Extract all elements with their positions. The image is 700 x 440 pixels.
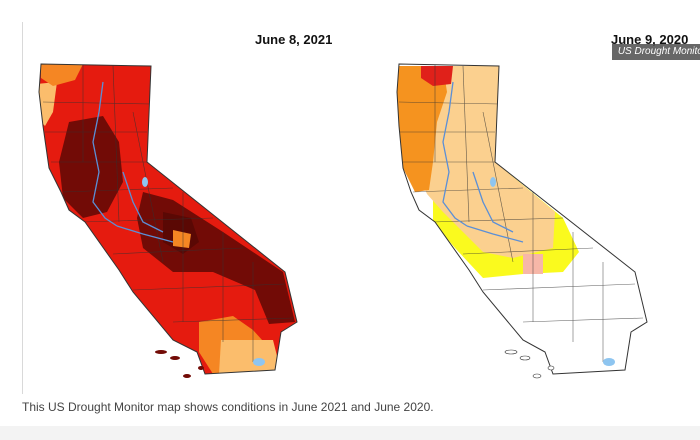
channel-islands xyxy=(504,349,555,379)
figure-caption: This US Drought Monitor map shows condit… xyxy=(22,400,434,414)
california-map-2020 xyxy=(396,63,648,379)
drought-maps-figure: June 8, 2021 June 9, 2020 xyxy=(22,22,700,394)
rivers xyxy=(442,81,524,243)
california-map-2021 xyxy=(38,63,298,378)
state-outline xyxy=(396,63,648,375)
drought-d3 xyxy=(421,66,453,86)
channel-islands xyxy=(155,350,204,378)
county-lines xyxy=(398,64,644,362)
drought-d2-north xyxy=(41,64,83,86)
drought-d1-south xyxy=(219,340,281,374)
source-badge: US Drought Monitor xyxy=(612,44,700,60)
county-lines xyxy=(42,64,294,362)
drought-d4-north-valley xyxy=(59,116,123,218)
lake-salton xyxy=(253,358,265,366)
drought-d2-desert xyxy=(173,230,191,248)
lake-salton xyxy=(603,358,615,366)
map-2021-date: June 8, 2021 xyxy=(255,32,333,47)
lake-tahoe xyxy=(142,177,148,187)
drought-d2 xyxy=(397,66,447,192)
lake-tahoe xyxy=(490,177,496,187)
rivers xyxy=(92,81,174,243)
map-2020-date: June 9, 2020 xyxy=(611,32,689,47)
state-outline xyxy=(38,63,298,375)
bottom-divider xyxy=(0,426,700,440)
